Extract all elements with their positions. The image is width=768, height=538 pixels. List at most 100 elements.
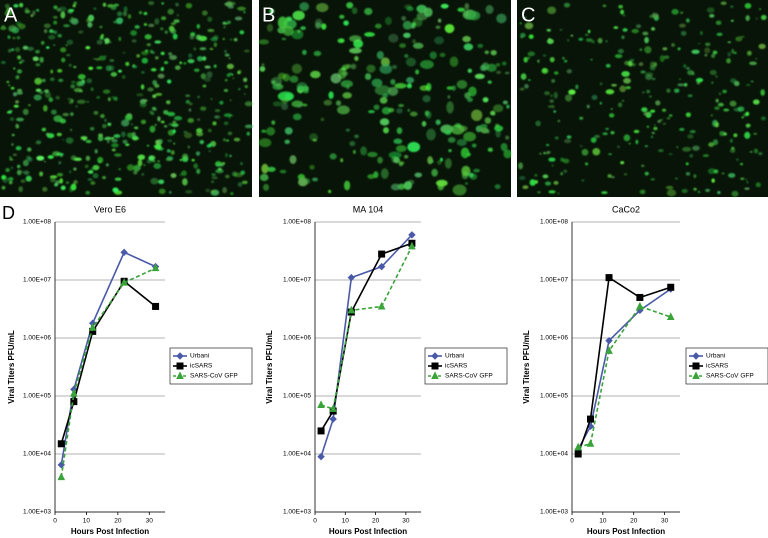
cell <box>460 147 470 159</box>
cell <box>145 11 147 14</box>
cell <box>339 38 344 43</box>
cell <box>170 173 177 178</box>
cell <box>579 145 583 148</box>
cell <box>406 6 414 12</box>
cell <box>163 124 168 128</box>
cell <box>43 23 51 29</box>
cell <box>393 138 403 145</box>
cell <box>712 50 718 55</box>
cell <box>467 68 473 73</box>
cell <box>176 14 179 17</box>
cell <box>19 61 22 64</box>
cell <box>171 123 179 128</box>
series-line <box>320 234 413 457</box>
cell <box>233 137 241 142</box>
cell <box>527 79 531 81</box>
cell <box>523 16 527 19</box>
cell <box>711 178 715 183</box>
cell <box>111 96 114 98</box>
cell <box>92 58 96 60</box>
cell <box>349 35 362 42</box>
x-tick-label: 30 <box>146 518 154 525</box>
cell <box>125 143 130 147</box>
cell <box>62 139 65 141</box>
cell <box>579 116 584 120</box>
cell <box>760 116 766 121</box>
cell <box>590 137 597 143</box>
cell <box>258 39 269 45</box>
cell <box>623 134 631 142</box>
cell <box>745 178 748 181</box>
cell <box>403 32 411 38</box>
cell <box>157 116 161 122</box>
cell <box>434 36 445 45</box>
cell <box>681 188 688 194</box>
cell <box>415 69 420 75</box>
cell <box>149 110 153 114</box>
cell <box>111 137 115 140</box>
cell <box>494 184 501 190</box>
cell <box>166 149 171 153</box>
cell <box>12 36 16 40</box>
cell <box>680 30 687 36</box>
cell <box>104 118 107 122</box>
marker <box>636 293 644 301</box>
cell <box>723 132 727 136</box>
y-axis-label: Viral Titers PFU/mL <box>522 330 531 404</box>
cell <box>337 105 350 115</box>
cell <box>226 20 231 25</box>
cell <box>193 47 197 51</box>
cell <box>88 66 94 70</box>
cell <box>14 47 21 53</box>
cell <box>243 10 246 14</box>
cell <box>228 57 231 60</box>
cell <box>407 141 421 153</box>
cell <box>587 29 591 34</box>
y-tick-label: 1.00E+04 <box>23 451 51 458</box>
cell <box>24 7 29 14</box>
cell <box>721 172 725 175</box>
cell <box>12 91 18 97</box>
cell <box>631 28 639 34</box>
cell <box>736 158 739 161</box>
cell <box>427 156 433 165</box>
cell <box>238 87 241 91</box>
cell <box>592 147 601 156</box>
cell <box>605 40 608 43</box>
cell <box>537 59 540 63</box>
cell <box>550 104 555 109</box>
cell <box>232 77 235 79</box>
cell <box>55 180 61 185</box>
cell <box>182 178 188 186</box>
cell <box>662 47 668 51</box>
cell <box>402 20 413 30</box>
cell <box>41 78 46 83</box>
cell <box>15 75 20 80</box>
y-axis-label: Viral Titers PFU/mL <box>7 330 16 404</box>
cell <box>520 32 526 38</box>
cell <box>689 154 694 158</box>
cell <box>87 178 93 181</box>
cell <box>85 139 92 144</box>
marker <box>57 440 65 448</box>
cell <box>219 100 224 105</box>
cell <box>625 86 631 90</box>
cell <box>104 42 108 45</box>
cell <box>529 179 536 186</box>
cell <box>71 80 76 84</box>
cell <box>213 64 217 68</box>
cell <box>551 164 554 167</box>
y-tick-label: 1.00E+06 <box>283 335 311 342</box>
cell <box>193 68 200 72</box>
cell <box>677 83 685 87</box>
cell <box>309 164 315 170</box>
cell <box>228 72 232 75</box>
cell <box>230 192 234 196</box>
cell <box>183 132 193 139</box>
cell <box>148 155 156 161</box>
cell <box>11 142 14 146</box>
cell <box>141 57 149 64</box>
cell <box>140 84 145 90</box>
cell <box>159 67 163 71</box>
marker <box>152 302 160 310</box>
